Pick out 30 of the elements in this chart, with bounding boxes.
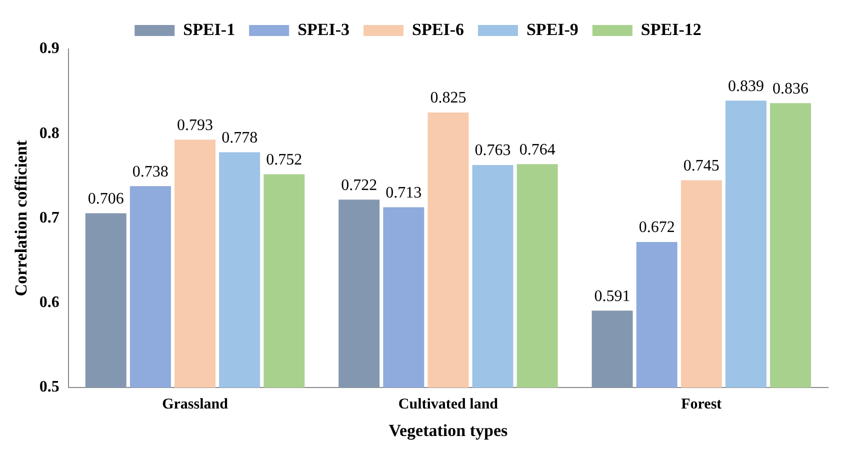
data-label: 0.764 <box>519 141 556 158</box>
data-label: 0.591 <box>594 288 630 305</box>
x-tick-label: Forest <box>681 396 722 412</box>
data-label: 0.836 <box>772 80 809 98</box>
legend-label: SPEI-3 <box>298 20 350 39</box>
data-label: 0.793 <box>177 116 213 134</box>
data-label: 0.745 <box>683 157 720 174</box>
y-tick-label: 0.6 <box>39 294 60 312</box>
legend-label: SPEI-9 <box>526 20 578 39</box>
x-axis-title: Vegetation types <box>388 421 508 440</box>
data-label: 0.763 <box>474 142 511 160</box>
x-tick-label: Grassland <box>162 396 229 412</box>
y-tick-label: 0.7 <box>39 209 60 226</box>
y-tick-label: 0.5 <box>39 378 60 396</box>
legend-label: SPEI-1 <box>183 20 236 39</box>
y-tick-label: 0.8 <box>39 124 60 142</box>
data-label: 0.752 <box>266 151 302 168</box>
data-label: 0.713 <box>386 184 422 202</box>
data-label: 0.825 <box>430 90 466 107</box>
data-label: 0.672 <box>638 219 675 236</box>
data-label: 0.722 <box>341 176 378 194</box>
data-label: 0.738 <box>132 163 168 180</box>
data-label: 0.706 <box>88 190 124 208</box>
legend-label: SPEI-6 <box>412 20 464 39</box>
legend-label: SPEI-12 <box>640 20 702 39</box>
y-tick-label: 0.9 <box>39 40 60 58</box>
data-label: 0.839 <box>728 78 764 95</box>
x-tick-label: Cultivated land <box>398 396 499 412</box>
data-label: 0.778 <box>222 129 258 146</box>
y-axis-title: Correlation cofficient <box>12 140 31 296</box>
